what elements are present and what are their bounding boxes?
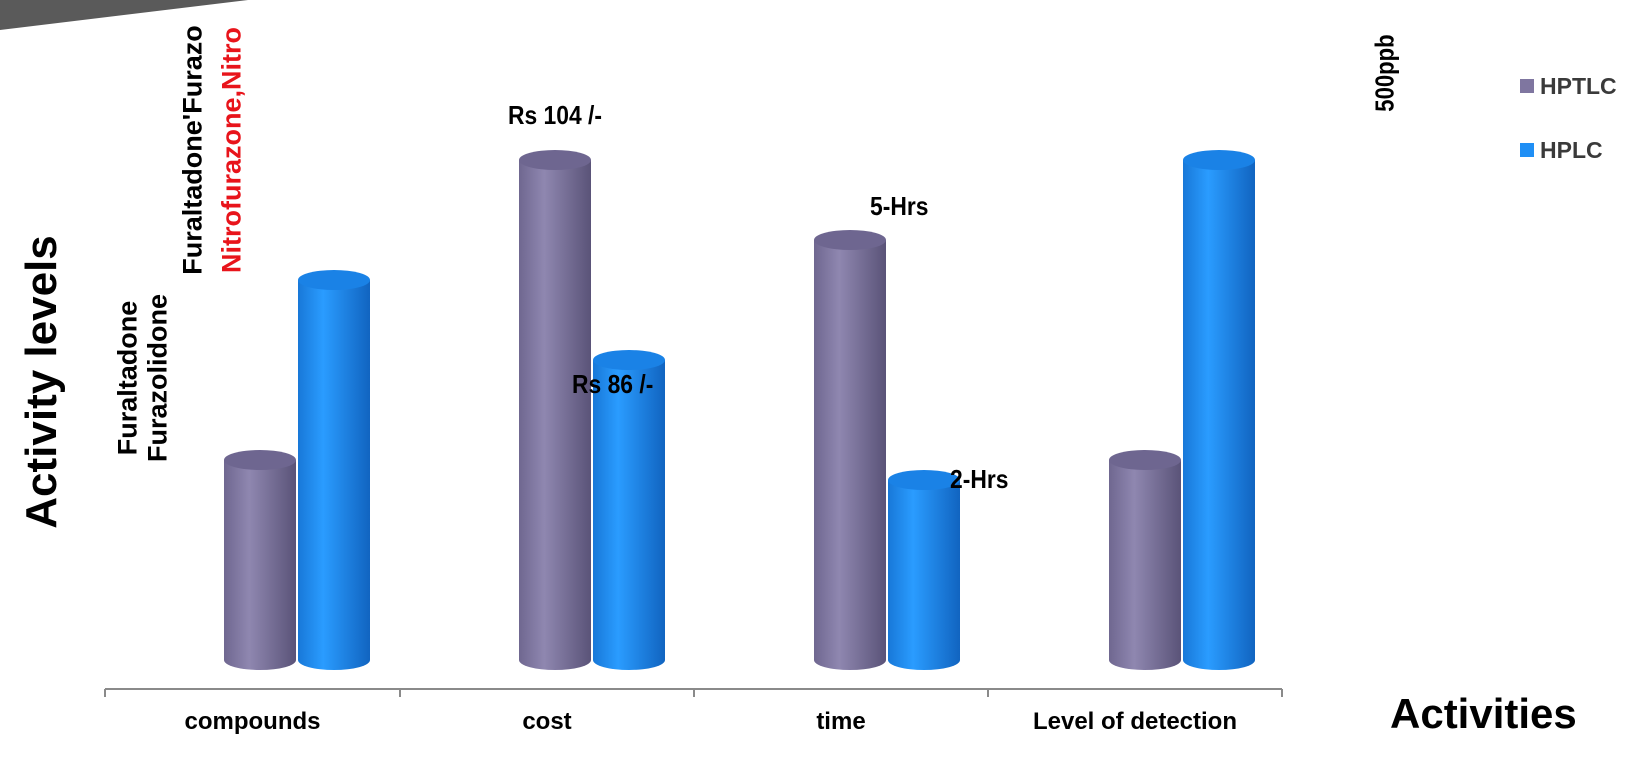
bar-cap bbox=[888, 470, 960, 490]
bar-body bbox=[1109, 460, 1181, 670]
bar-cap bbox=[593, 350, 665, 370]
legend-label-hplc: HPLC bbox=[1540, 136, 1603, 163]
bar-body bbox=[1183, 160, 1255, 670]
x-tick-label-2: time bbox=[816, 708, 865, 735]
bar-cap bbox=[1109, 450, 1181, 470]
legend-item-hptlc: HPTLC bbox=[1520, 72, 1617, 100]
bar-cap bbox=[224, 450, 296, 470]
data-label-lod: 500ppb bbox=[1369, 34, 1400, 112]
bar-body bbox=[519, 160, 591, 670]
bar-cap bbox=[1183, 150, 1255, 170]
x-tick-label-3: Level of detection bbox=[1033, 708, 1237, 735]
x-tick-label-1: cost bbox=[522, 708, 571, 735]
bar-body bbox=[298, 280, 370, 670]
legend-label-hptlc: HPTLC bbox=[1540, 72, 1617, 99]
x-axis-label: Activities bbox=[1390, 690, 1577, 737]
compound-label-furaltadone: Furaltadone bbox=[112, 300, 143, 456]
bar-cap bbox=[814, 230, 886, 250]
compound-label-nitrofurazone: Nitrofurazone,Nitro bbox=[216, 27, 247, 273]
data-label-cost_hplc: Rs 86 /- bbox=[572, 371, 653, 400]
bar-body bbox=[888, 480, 960, 670]
data-label-cost_hptlc: Rs 104 /- bbox=[508, 102, 602, 131]
bar-body bbox=[814, 240, 886, 670]
y-axis-label: Activity levels bbox=[17, 235, 66, 529]
bar-hplc-1 bbox=[593, 350, 665, 670]
compound-label-furaltadone-furazo: Furaltadone'Furazo bbox=[177, 25, 208, 275]
x-tick-label-0: compounds bbox=[185, 708, 321, 735]
bar-hptlc-2 bbox=[814, 230, 886, 670]
bar-hplc-3 bbox=[1183, 150, 1255, 670]
bar-hplc-2 bbox=[888, 470, 960, 670]
legend-swatch-hptlc bbox=[1520, 79, 1534, 93]
data-label-time_hplc: 2-Hrs bbox=[950, 466, 1008, 495]
bar-hptlc-0 bbox=[224, 450, 296, 670]
bar-cap bbox=[298, 270, 370, 290]
data-label-time_hptlc: 5-Hrs bbox=[870, 193, 928, 222]
bar-body bbox=[593, 360, 665, 670]
bar-hptlc-1 bbox=[519, 150, 591, 670]
bar-cap bbox=[519, 150, 591, 170]
bar-hptlc-3 bbox=[1109, 450, 1181, 670]
bar-hplc-0 bbox=[298, 270, 370, 670]
legend-item-hplc: HPLC bbox=[1520, 136, 1617, 164]
legend: HPTLC HPLC bbox=[1520, 72, 1617, 200]
compound-label-furazolidone: Furazolidone bbox=[142, 294, 173, 462]
corner-decoration bbox=[0, 0, 248, 30]
bar-body bbox=[224, 460, 296, 670]
legend-swatch-hplc bbox=[1520, 143, 1534, 157]
